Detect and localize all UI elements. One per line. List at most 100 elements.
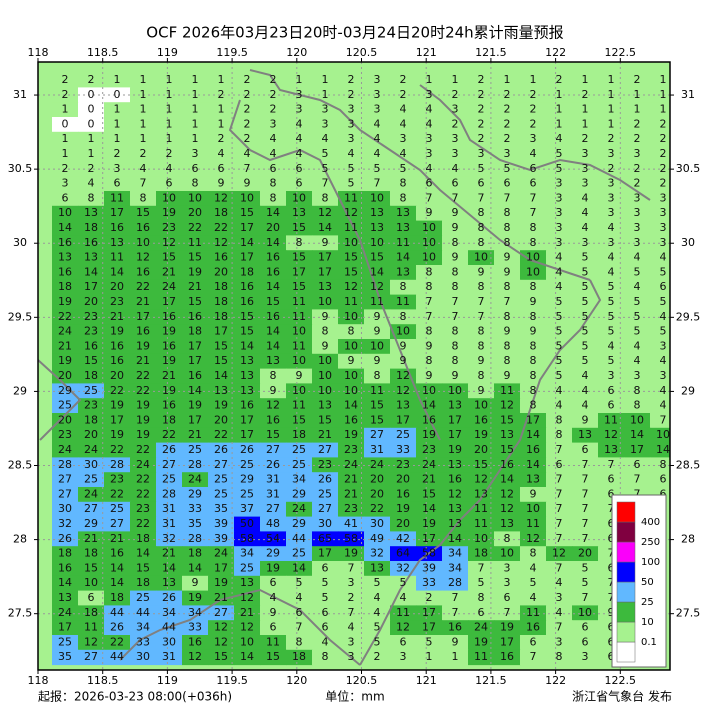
rain-value: 25	[292, 443, 306, 456]
rain-cell	[130, 501, 157, 518]
rain-value: 18	[162, 413, 176, 426]
rain-cell	[312, 353, 339, 370]
rain-value: 9	[426, 339, 433, 352]
rain-cell	[78, 176, 105, 192]
rain-cell	[546, 635, 573, 651]
rain-value: 15	[240, 310, 254, 323]
rain-cell	[52, 590, 79, 606]
rain-value: 28	[448, 576, 462, 589]
rain-value: 1	[114, 73, 121, 86]
rain-value: 18	[84, 606, 98, 619]
rain-value: 23	[110, 295, 124, 308]
rain-value: 16	[110, 547, 124, 560]
rain-cell	[390, 117, 417, 133]
rain-value: 44	[162, 621, 176, 634]
rain-cell	[156, 427, 183, 444]
rain-value: 8	[530, 310, 537, 323]
rain-cell	[182, 442, 209, 458]
rain-value: 23	[396, 458, 410, 471]
rain-cell	[520, 339, 547, 355]
rain-value: 5	[608, 354, 615, 367]
x-tick-label: 118.5	[87, 674, 119, 687]
rain-value: 5	[582, 339, 589, 352]
rain-value: 9	[270, 384, 277, 397]
rain-cell	[286, 279, 313, 296]
rain-cell	[468, 339, 495, 355]
rain-value: 7	[608, 458, 615, 471]
rain-cell	[104, 442, 131, 458]
rain-cell	[234, 368, 261, 384]
rain-cell	[234, 457, 261, 473]
rain-value: 8	[530, 384, 537, 397]
rain-cell	[650, 324, 670, 340]
rain-cell	[624, 413, 651, 429]
rain-value: 4	[556, 280, 563, 293]
rain-cell	[104, 250, 131, 266]
rain-value: 4	[244, 147, 251, 160]
rain-value: 16	[136, 265, 150, 278]
rain-value: 4	[660, 384, 667, 397]
rain-value: 2	[244, 88, 251, 101]
rain-value: 4	[426, 162, 433, 175]
rain-cell	[598, 131, 625, 148]
rain-cell	[182, 220, 209, 236]
rain-value: 9	[478, 265, 485, 278]
rain-value: 2	[348, 73, 355, 86]
rain-value: 13	[292, 206, 306, 219]
rain-cell	[390, 635, 417, 651]
rain-value: 3	[426, 88, 433, 101]
rain-value: 6	[582, 635, 589, 648]
rain-cell	[234, 309, 261, 325]
rain-cell	[494, 324, 521, 340]
rain-value: 12	[136, 251, 150, 264]
rain-cell	[156, 279, 183, 296]
rain-cell	[520, 72, 547, 88]
rain-cell	[624, 398, 651, 414]
rain-cell	[390, 590, 417, 606]
rain-cell	[520, 590, 547, 606]
rain-cell	[312, 649, 339, 666]
rain-cell	[442, 72, 469, 88]
rain-value: 6	[556, 458, 563, 471]
rain-value: 3	[426, 132, 433, 145]
rain-value: 7	[504, 191, 511, 204]
rain-cell	[520, 102, 547, 118]
rain-cell	[156, 102, 183, 118]
rain-value: 4	[374, 606, 381, 619]
rain-cell	[546, 442, 573, 458]
legend-swatch	[616, 541, 636, 563]
x-tick-label: 118.5	[87, 46, 119, 59]
rain-cell	[208, 546, 235, 562]
rain-cell	[442, 294, 469, 310]
rain-value: 8	[530, 369, 537, 382]
rain-cell	[52, 131, 79, 148]
rain-value: 19	[58, 295, 72, 308]
rain-cell	[260, 635, 287, 651]
rain-cell	[416, 191, 443, 207]
rain-cell	[156, 72, 183, 88]
rain-cell	[572, 575, 599, 592]
rain-cell	[78, 309, 105, 325]
rain-cell	[338, 487, 365, 503]
rain-value: 5	[556, 147, 563, 160]
rain-value: 11	[292, 310, 306, 323]
rain-cell	[468, 575, 495, 592]
rain-value: 15	[214, 339, 228, 352]
rain-cell	[156, 117, 183, 133]
rain-cell	[78, 575, 105, 592]
rain-value: 13	[474, 487, 488, 500]
rain-value: 3	[634, 236, 641, 249]
rain-value: 8	[452, 236, 459, 249]
rain-cell	[338, 427, 365, 444]
rain-value: 6	[270, 576, 277, 589]
rain-cell	[234, 102, 261, 118]
rain-cell	[78, 516, 105, 532]
rain-value: 24	[58, 606, 72, 619]
rain-cell	[390, 220, 417, 236]
rain-value: 13	[396, 221, 410, 234]
rain-value: 34	[448, 561, 462, 574]
rain-cell	[650, 472, 670, 488]
rain-value: 3	[660, 206, 667, 219]
rain-cell	[416, 294, 443, 310]
rain-cell	[520, 220, 547, 236]
